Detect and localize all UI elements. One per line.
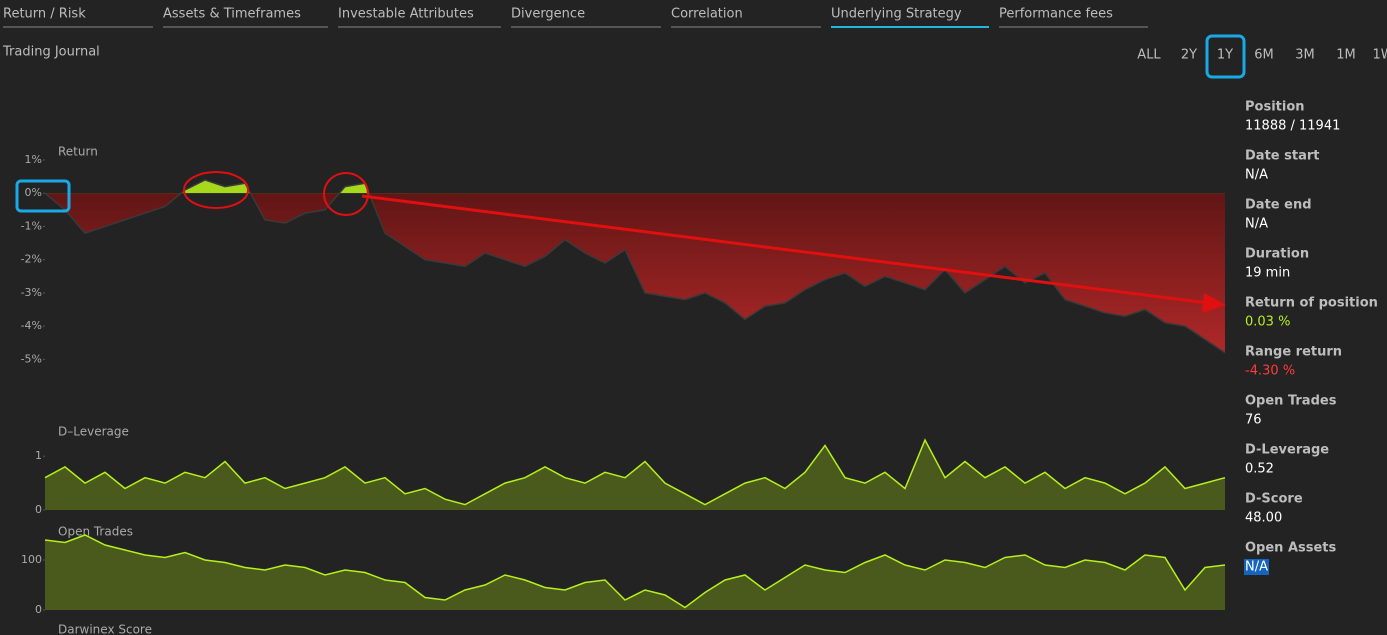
stat-label: D-Score bbox=[1245, 492, 1303, 507]
arrow-head bbox=[1202, 293, 1226, 313]
stat-label: D-Leverage bbox=[1245, 443, 1329, 458]
subtitle: Trading Journal bbox=[2, 45, 100, 60]
y-tick-label: -3% bbox=[21, 286, 42, 299]
area-line bbox=[44, 534, 1226, 609]
range-button[interactable]: 1M bbox=[1336, 48, 1356, 63]
annotations bbox=[15, 34, 1246, 313]
area-line bbox=[44, 438, 1226, 506]
stat-value: N/A bbox=[1245, 217, 1268, 232]
y-tick-label: 1 bbox=[35, 449, 42, 462]
range-button[interactable]: 1W bbox=[1372, 48, 1387, 63]
tab-underline bbox=[831, 26, 989, 28]
tab-underline bbox=[511, 26, 661, 28]
arrow bbox=[361, 194, 1209, 305]
range-button[interactable]: 6M bbox=[1254, 48, 1274, 63]
range-button[interactable]: 3M bbox=[1295, 48, 1315, 63]
tab[interactable]: Assets & Timeframes bbox=[163, 7, 301, 22]
y-tick-label: 0 bbox=[35, 603, 42, 616]
stat-value: 48.00 bbox=[1245, 511, 1282, 526]
range-button[interactable]: ALL bbox=[1137, 48, 1161, 63]
highlight-box bbox=[1205, 34, 1246, 79]
area-fill bbox=[45, 440, 1225, 510]
stat-label: Return of position bbox=[1245, 296, 1378, 311]
tab[interactable]: Performance fees bbox=[999, 7, 1113, 22]
y-tick-label: -1% bbox=[21, 219, 42, 232]
range-button[interactable]: 2Y bbox=[1181, 48, 1197, 63]
y-tick-label: 1% bbox=[25, 153, 42, 166]
chart-title: Open Trades bbox=[58, 525, 133, 539]
tab[interactable]: Correlation bbox=[671, 7, 743, 22]
range-button[interactable]: 1Y bbox=[1217, 48, 1233, 63]
tab[interactable]: Investable Attributes bbox=[338, 7, 474, 22]
chart-title: Return bbox=[58, 145, 98, 159]
tab[interactable]: Return / Risk bbox=[3, 7, 86, 22]
plot-layer: Return / Risk Assets & Timeframes Investab… bbox=[3, 7, 1387, 635]
stat-label: Open Trades bbox=[1245, 394, 1337, 409]
tab-underline bbox=[999, 26, 1148, 28]
circle-annotation bbox=[323, 172, 369, 216]
circle-annotation bbox=[183, 171, 249, 209]
stat-label: Date end bbox=[1245, 198, 1312, 213]
tab[interactable]: Divergence bbox=[511, 7, 585, 22]
highlight-box bbox=[15, 179, 71, 213]
stat-label: Range return bbox=[1245, 345, 1342, 360]
stat-value: 0.52 bbox=[1245, 462, 1274, 477]
stat-value: 0.03 % bbox=[1245, 315, 1290, 330]
tab-underline bbox=[338, 26, 501, 28]
y-tick-label: 0% bbox=[25, 186, 42, 199]
tab-underline bbox=[3, 26, 153, 28]
y-tick-label: 100 bbox=[21, 553, 42, 566]
tab-underline bbox=[671, 26, 821, 28]
stat-value: N/A bbox=[1245, 168, 1268, 183]
stat-value: N/A bbox=[1245, 560, 1268, 575]
stat-label: Duration bbox=[1245, 247, 1309, 262]
chart-title: Darwinex Score bbox=[58, 623, 152, 635]
y-tick-label: 0 bbox=[35, 503, 42, 516]
stat-label: Open Assets bbox=[1245, 541, 1337, 556]
stat-label: Date start bbox=[1245, 149, 1319, 164]
stat-value: -4.30 % bbox=[1245, 364, 1295, 379]
y-tick-label: -2% bbox=[21, 253, 42, 266]
stat-value: 19 min bbox=[1245, 266, 1290, 281]
y-tick-label: -4% bbox=[21, 319, 42, 332]
stat-highlight bbox=[1244, 559, 1269, 575]
area-fill bbox=[45, 535, 1225, 610]
stat-value: 76 bbox=[1245, 413, 1262, 428]
y-tick-label: -5% bbox=[21, 352, 42, 365]
area-positive bbox=[45, 179, 370, 194]
tab-underline bbox=[163, 26, 328, 28]
chart-title: D–Leverage bbox=[58, 425, 129, 439]
stat-label: Position bbox=[1245, 100, 1305, 115]
stat-value: 11888 / 11941 bbox=[1245, 119, 1340, 134]
tab[interactable]: Underlying Strategy bbox=[831, 7, 962, 22]
area-negative bbox=[45, 193, 1225, 353]
